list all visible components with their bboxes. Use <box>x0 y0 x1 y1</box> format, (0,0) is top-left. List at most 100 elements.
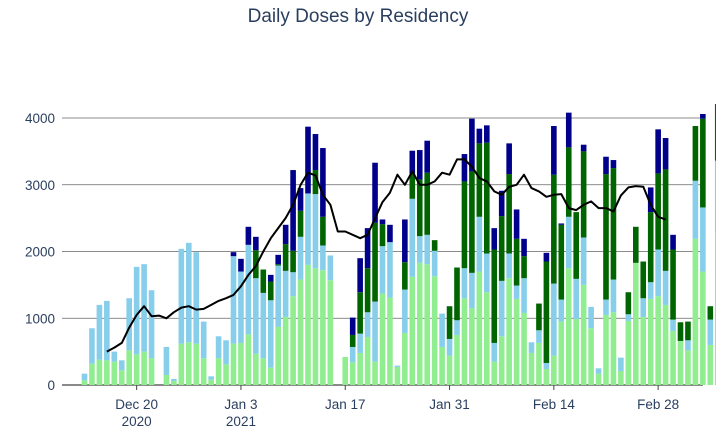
bar-segment <box>603 174 609 300</box>
bar-segment <box>640 261 647 299</box>
bar-segment <box>558 223 565 225</box>
bar-segment <box>700 118 706 208</box>
bar-segment <box>618 357 624 371</box>
bar-segment <box>133 266 140 355</box>
bar-segment <box>498 190 505 217</box>
y-tick-label: 1000 <box>25 311 55 326</box>
bar-segment <box>320 148 326 217</box>
bar-segment <box>178 343 185 385</box>
bar-segment <box>469 308 475 385</box>
bar-segment <box>409 276 416 385</box>
bar-segment <box>625 320 632 385</box>
bar-segment <box>364 268 371 313</box>
bar-segment <box>409 173 416 199</box>
bar-segment <box>498 336 505 385</box>
bar-segment <box>126 298 132 351</box>
bar-segment <box>454 320 460 335</box>
bar-segment <box>484 142 490 254</box>
bar-segment <box>163 346 170 375</box>
bar-segment <box>491 342 498 362</box>
bar-segment <box>431 250 438 277</box>
bar-segment <box>111 351 118 362</box>
bar-segment <box>409 150 416 174</box>
bar-segment <box>327 255 334 281</box>
bar-segment <box>89 363 95 385</box>
bar-segment <box>253 353 259 385</box>
bar-segment <box>521 312 527 385</box>
bar-segment <box>640 316 647 385</box>
bar-segment <box>513 238 520 286</box>
bar-segment <box>692 180 699 239</box>
bar-segment <box>543 261 550 363</box>
bar-segment <box>186 242 192 343</box>
bar-segment <box>536 330 542 343</box>
bar-segment <box>670 319 676 331</box>
bar-segment <box>506 278 512 385</box>
bar-segment <box>275 326 281 385</box>
bar-segment <box>260 292 267 359</box>
bar-segment <box>320 245 326 271</box>
bar-segment <box>714 160 716 233</box>
bar-segment <box>230 252 237 257</box>
bar-segment <box>565 268 572 385</box>
bar-segment <box>640 298 647 317</box>
bar-segment <box>193 343 200 385</box>
bar-segment <box>543 252 550 262</box>
bar-segment <box>387 224 393 243</box>
bar-segment <box>461 298 468 385</box>
bar-segment <box>565 112 572 148</box>
bar-segment <box>618 370 624 385</box>
bar-segment <box>297 236 304 280</box>
bar-segment <box>461 268 468 299</box>
bar-segment <box>349 334 356 347</box>
bar-segment <box>647 282 654 299</box>
bar-segment <box>558 299 565 322</box>
bar-segment <box>312 134 319 171</box>
bar-segment <box>364 228 371 269</box>
bar-segment <box>297 210 304 237</box>
bar-segment <box>431 276 438 385</box>
bar-segment <box>402 332 408 385</box>
bar-segment <box>625 314 632 321</box>
bar-segment <box>469 272 475 309</box>
bar-segment <box>484 125 490 143</box>
bar-segment <box>528 342 535 353</box>
bar-segment <box>670 234 676 250</box>
bar-segment <box>275 264 281 266</box>
bar-segment <box>238 342 244 385</box>
bar-segment <box>580 237 587 285</box>
bar-segment <box>662 169 669 271</box>
bar-segment <box>677 340 684 385</box>
bar-segment <box>118 360 125 371</box>
bar-segment <box>439 313 445 347</box>
bar-segment <box>461 154 468 182</box>
x-tick-label: Feb 14 <box>533 397 576 412</box>
bars <box>81 103 716 385</box>
bar-segment <box>245 244 252 335</box>
bar-segment <box>402 219 408 263</box>
bar-segment <box>454 334 460 385</box>
bar-segment <box>655 249 661 297</box>
bar-segment <box>580 151 587 238</box>
bar-segment <box>424 140 430 173</box>
bar-segment <box>282 270 289 317</box>
bar-segment <box>178 248 185 344</box>
bar-segment <box>662 270 669 305</box>
bar-segment <box>305 126 311 194</box>
bar-segment <box>163 374 170 385</box>
bar-segment <box>267 281 274 301</box>
bar-segment <box>580 284 587 385</box>
bar-segment <box>282 244 289 271</box>
bar-segment <box>633 262 639 385</box>
bar-segment <box>439 346 445 385</box>
bar-segment <box>610 160 617 169</box>
bar-segment <box>677 322 684 341</box>
bar-segment <box>655 129 661 174</box>
bar-segment <box>96 304 103 360</box>
bar-segment <box>491 249 498 343</box>
bar-segment <box>379 293 386 385</box>
bar-segment <box>282 224 289 245</box>
x-tick-label: 2020 <box>122 414 152 429</box>
bar-segment <box>148 358 155 385</box>
bar-segment <box>171 378 177 381</box>
